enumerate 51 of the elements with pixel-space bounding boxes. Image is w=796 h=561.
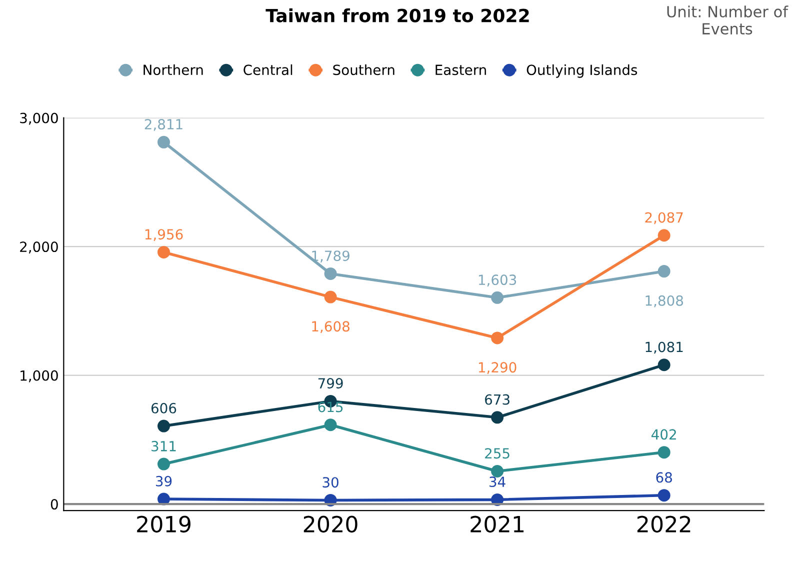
data-label: 30 — [322, 477, 338, 488]
data-label: 311 — [152, 440, 176, 452]
data-label: 1,608 — [312, 321, 350, 334]
data-label: 1,789 — [312, 250, 350, 263]
y-tick-label: 0 — [50, 499, 58, 510]
point — [158, 246, 170, 258]
data-label: 39 — [156, 476, 172, 486]
data-label: 34 — [490, 476, 506, 488]
data-label: 1,603 — [478, 274, 516, 286]
x-tick-label: 2020 — [304, 516, 358, 533]
y-tick-label: 3,000 — [20, 112, 58, 125]
point — [158, 136, 170, 148]
data-label: 402 — [652, 429, 676, 440]
data-label: 1,081 — [646, 342, 683, 354]
point — [491, 291, 504, 304]
point — [658, 229, 670, 242]
data-label: 1,290 — [478, 362, 516, 374]
data-label: 68 — [656, 472, 672, 483]
legend-label: Southern — [333, 64, 394, 76]
point — [324, 418, 337, 432]
point — [158, 420, 170, 432]
data-label: 1,956 — [145, 229, 183, 242]
data-label: 1,808 — [646, 295, 684, 308]
point — [491, 464, 504, 478]
point — [658, 489, 670, 502]
point — [324, 290, 337, 304]
y-tick-label: 1,000 — [20, 370, 58, 382]
legend-label: Eastern — [436, 64, 486, 76]
y-tick-label: 2,000 — [20, 242, 58, 254]
data-label: 673 — [485, 394, 510, 405]
text: Unit: Number of Events — [667, 6, 788, 35]
data-label: 615 — [318, 402, 343, 412]
point — [658, 358, 670, 372]
data-label: 2,811 — [144, 119, 182, 131]
data-label: 606 — [151, 402, 176, 414]
legend-label: Outlying Islands — [526, 64, 638, 78]
point — [491, 332, 504, 344]
data-label: 255 — [485, 448, 510, 459]
point — [158, 458, 170, 470]
x-tick-label: 2021 — [470, 516, 524, 533]
point — [491, 411, 504, 424]
point — [324, 267, 337, 280]
x-tick-label: 2019 — [137, 516, 190, 533]
legend-label: Northern — [144, 64, 203, 76]
data-label: 2,087 — [645, 212, 683, 224]
point — [658, 446, 670, 459]
legend-label: Central — [244, 64, 292, 76]
chart-title: Taiwan from 2019 to 2022 — [266, 8, 529, 22]
x-tick-label: 2022 — [637, 516, 690, 533]
data-label: 799 — [318, 378, 343, 389]
point — [658, 265, 670, 278]
